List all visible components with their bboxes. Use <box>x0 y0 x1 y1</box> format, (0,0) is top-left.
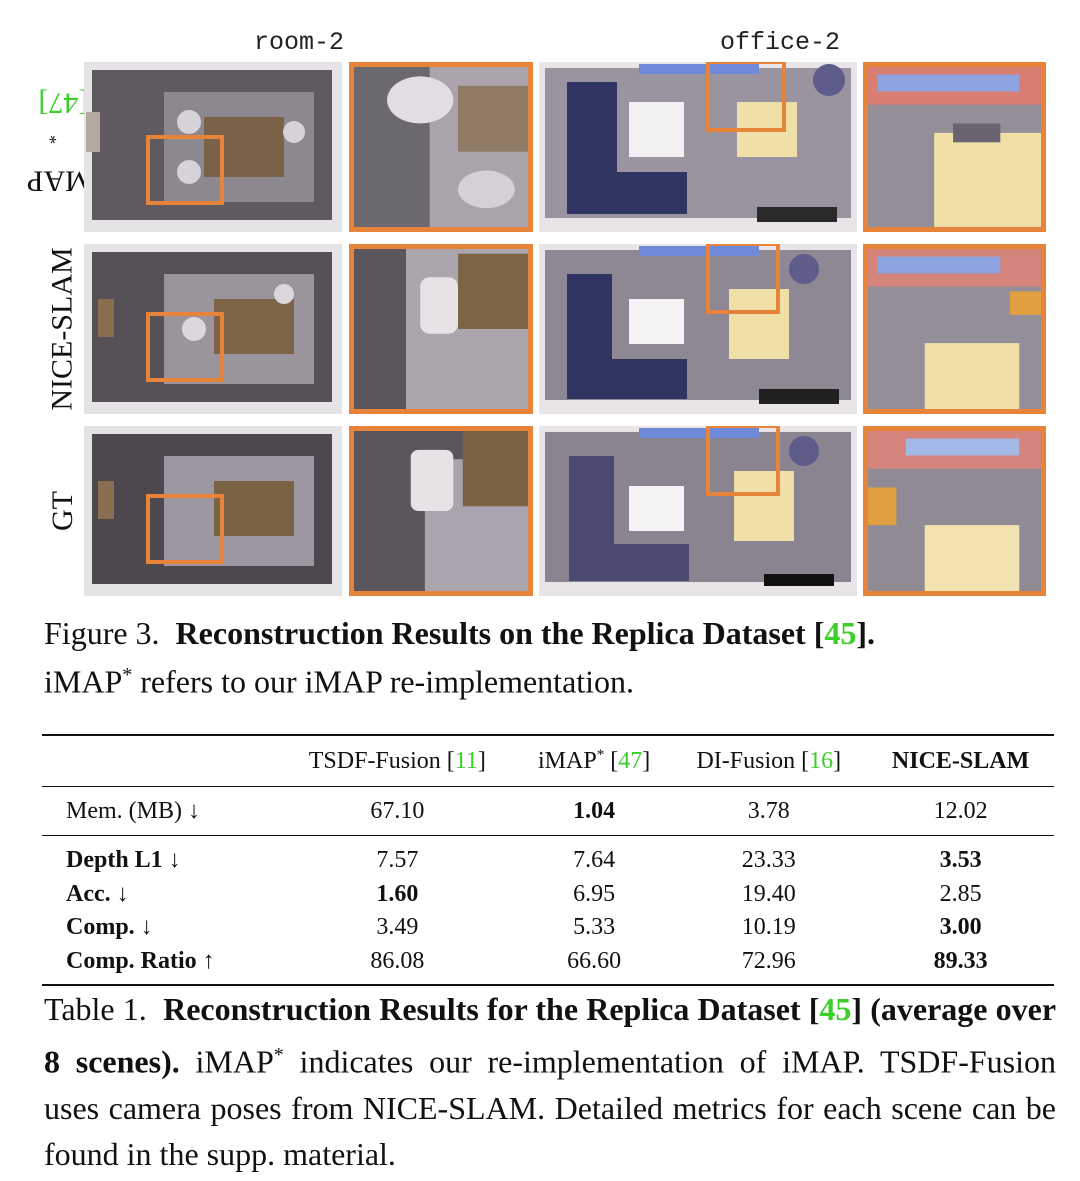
table-caption: Table 1. Reconstruction Results for the … <box>44 991 1057 1172</box>
col-imap: iMAP* [47] <box>538 747 651 774</box>
table-row: Mem. (MB) ↓ 67.10 1.04 3.78 12.02 <box>42 786 1054 836</box>
table-header-row: TSDF-Fusion [11] iMAP* [47] DI-Fusion [1… <box>42 735 1054 787</box>
row-label-gt: GT <box>46 491 79 531</box>
room-2-gt-image <box>84 426 342 596</box>
office-2-nice-slam-zoom <box>863 244 1046 414</box>
column-title-room-2: room-2 <box>254 28 345 57</box>
room-2-imap-image <box>84 62 342 232</box>
col-tsdf-fusion: TSDF-Fusion [11] <box>308 747 486 774</box>
room-2-nice-slam-image <box>84 244 342 414</box>
citation-link[interactable]: 16 <box>809 747 834 774</box>
citation-link[interactable]: 45 <box>824 615 857 651</box>
office-2-imap-zoom <box>863 62 1046 232</box>
row-label-nice-slam: NICE-SLAM <box>46 247 79 411</box>
figure-caption: Figure 3. Reconstruction Results on the … <box>44 615 876 700</box>
room-2-gt-zoom <box>349 426 533 596</box>
office-2-nice-slam-image <box>539 244 857 414</box>
room-2-nice-slam-zoom <box>349 244 533 414</box>
col-di-fusion: DI-Fusion [16] <box>696 747 842 774</box>
table-row: Comp. Ratio ↑ 86.08 66.60 72.96 89.33 <box>42 945 1054 985</box>
results-table: TSDF-Fusion [11] iMAP* [47] DI-Fusion [1… <box>42 734 1054 986</box>
citation-link[interactable]: 11 <box>454 747 478 774</box>
office-2-gt-image <box>539 426 857 596</box>
room-2-imap-zoom <box>349 62 533 232</box>
figure-number: Figure 3. <box>44 615 160 651</box>
column-title-office-2: office-2 <box>720 28 841 57</box>
citation-link[interactable]: 47 <box>618 748 643 774</box>
row-label-imap: iMAP* [47] <box>26 86 101 198</box>
table-number: Table 1. <box>44 991 147 1027</box>
table-row: Comp. ↓ 3.49 5.33 10.19 3.00 <box>66 914 982 941</box>
office-2-imap-image <box>539 62 857 232</box>
table-row: Acc. ↓ 1.60 6.95 19.40 2.85 <box>66 880 982 907</box>
citation-link[interactable]: 45 <box>819 991 852 1027</box>
col-nice-slam: NICE-SLAM <box>891 747 1030 774</box>
table-row: Depth L1 ↓ 7.57 7.64 23.33 3.53 <box>42 835 1054 878</box>
office-2-gt-zoom <box>863 426 1046 596</box>
